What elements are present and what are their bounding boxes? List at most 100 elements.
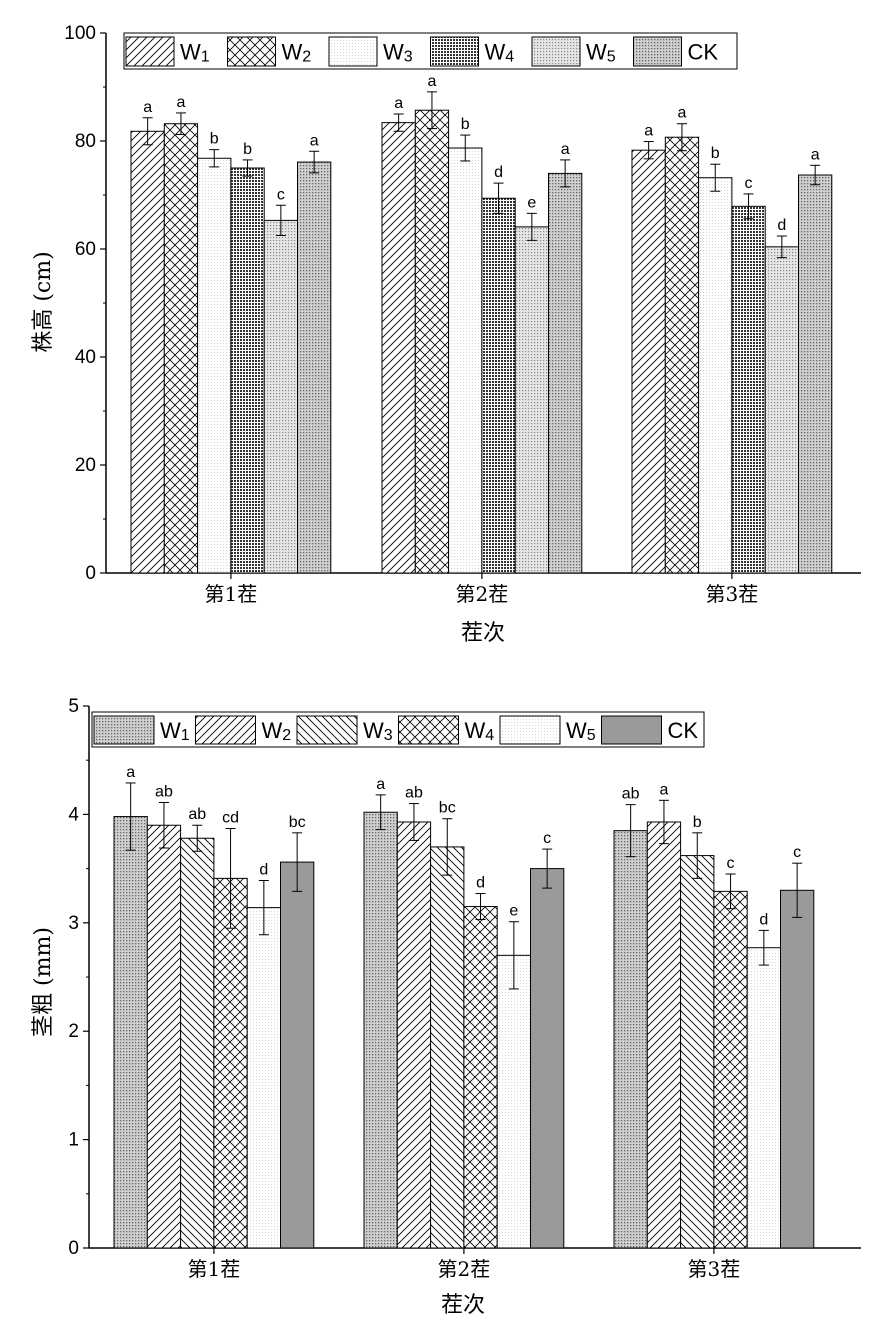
significance-letter: bc (289, 814, 306, 831)
x-axis-title: 茬次 (441, 1293, 485, 1318)
x-tick-label: 第2茬 (438, 1257, 491, 1281)
y-tick-label: 1 (68, 1130, 79, 1151)
significance-letter: a (176, 94, 185, 111)
significance-letter: cd (222, 809, 239, 826)
y-tick-label: 40 (75, 347, 96, 368)
significance-letter: a (811, 146, 820, 163)
bar (113, 816, 148, 1249)
y-tick-label: 4 (68, 804, 79, 825)
legend-swatch (601, 715, 662, 745)
y-tick-label: 20 (75, 455, 96, 476)
legend: W1 W2 W3 W4 W5 CK (91, 711, 705, 748)
bar (130, 130, 165, 574)
legend-swatch (125, 36, 175, 67)
bar (731, 205, 766, 574)
y-tick-label: 3 (68, 913, 79, 934)
significance-letter: e (527, 194, 536, 211)
significance-letter: a (310, 132, 319, 149)
legend-swatch (328, 36, 378, 67)
significance-letter: c (277, 186, 285, 203)
y-tick-label: 5 (68, 696, 79, 717)
bar (664, 136, 700, 574)
x-tick-label: 第3茬 (688, 1257, 741, 1281)
bar (798, 174, 833, 574)
significance-letter: ab (405, 785, 423, 802)
bar (746, 947, 782, 1249)
bar (496, 954, 532, 1249)
y-tick-label: 0 (85, 563, 96, 584)
significance-letter: a (677, 105, 686, 122)
bar (530, 868, 565, 1249)
x-tick-label: 第1茬 (205, 582, 258, 606)
bar (430, 846, 465, 1249)
legend-label: CK (668, 718, 699, 743)
significance-letter: a (376, 776, 385, 793)
legend: W1 W2 W3 W4 W5 CK (123, 32, 738, 70)
bar (613, 830, 648, 1249)
bar (548, 172, 583, 574)
significance-letter: a (394, 95, 403, 112)
y-tick-label: 80 (75, 131, 96, 152)
bar (680, 855, 715, 1249)
significance-letter: a (126, 764, 135, 781)
significance-letter: b (693, 814, 702, 831)
significance-letter: a (659, 781, 668, 798)
significance-letter: b (711, 145, 720, 162)
y-tick-label: 2 (68, 1021, 79, 1042)
significance-letter: b (243, 141, 252, 158)
significance-letter: d (494, 164, 503, 181)
bar (246, 907, 281, 1249)
bar (698, 177, 733, 574)
y-tick-label: 0 (68, 1238, 79, 1259)
bar (363, 811, 398, 1249)
x-tick-label: 第1茬 (188, 1257, 241, 1281)
bar (448, 147, 483, 574)
legend-swatch (227, 36, 276, 67)
bar (180, 837, 215, 1249)
significance-letter: a (561, 141, 570, 158)
significance-letter: b (210, 131, 219, 148)
significance-letter: c (745, 175, 753, 192)
bar (631, 149, 666, 574)
bar (713, 890, 748, 1249)
significance-letter: b (461, 116, 470, 133)
significance-letter: d (259, 862, 268, 879)
legend-swatch (93, 715, 155, 745)
bar (481, 197, 516, 574)
legend-swatch (531, 36, 581, 67)
significance-letter: a (143, 99, 152, 116)
bar (396, 821, 432, 1249)
significance-letter: d (759, 911, 768, 928)
bar (780, 889, 815, 1249)
bar (414, 109, 450, 574)
bar (263, 219, 299, 574)
legend-swatch (430, 36, 479, 67)
significance-letter: ab (188, 806, 206, 823)
legend-swatch (499, 715, 561, 745)
bar (197, 157, 232, 574)
x-tick-label: 第3茬 (706, 582, 759, 606)
legend-label: CK (688, 40, 719, 65)
bar (764, 246, 800, 574)
legend-swatch (296, 715, 358, 745)
significance-letter: c (543, 830, 551, 847)
bar (146, 824, 182, 1249)
bar (514, 226, 550, 574)
bar (213, 877, 248, 1249)
bar (381, 122, 416, 574)
plot-area: 0 20 40 60 80 100 a a b b c a 第1茬 a a b d e a 第2茬 a a b c d a 第3茬 (64, 23, 861, 606)
bar (280, 861, 315, 1249)
significance-letter: d (777, 217, 786, 234)
significance-letter: d (476, 875, 485, 892)
significance-letter: bc (439, 800, 456, 817)
legend-swatch (398, 715, 459, 745)
y-tick-label: 60 (75, 239, 96, 260)
significance-letter: ab (622, 786, 640, 803)
significance-letter: c (727, 855, 735, 872)
significance-letter: e (509, 903, 518, 920)
bar (163, 123, 199, 574)
legend-swatch (195, 715, 256, 745)
